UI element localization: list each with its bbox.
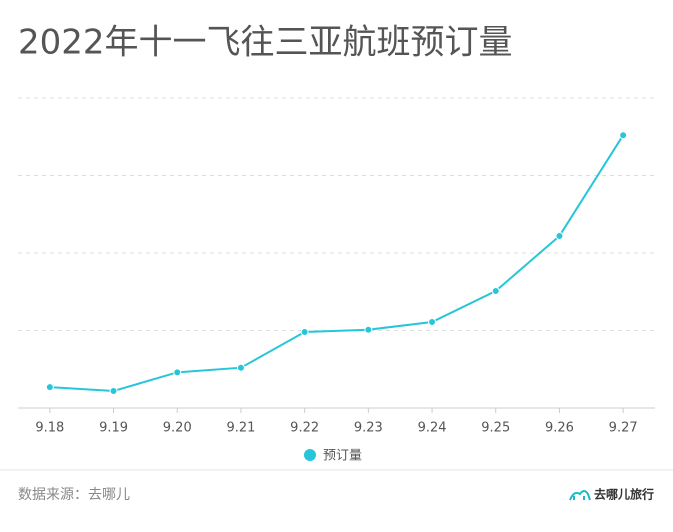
x-tick-label: 9.27	[609, 421, 638, 436]
x-tick-label: 9.18	[35, 421, 64, 436]
source: 数据来源：去哪儿	[18, 487, 130, 503]
point	[109, 386, 118, 395]
point	[300, 328, 309, 337]
line	[49, 134, 624, 392]
brand: 去哪儿旅行	[594, 487, 654, 502]
x-tick-label: 9.22	[290, 421, 319, 436]
x-tick-label: 9.21	[226, 421, 255, 436]
legend-label: 预订量	[323, 449, 362, 464]
point	[45, 383, 54, 392]
x-tick-label: 9.25	[481, 421, 510, 436]
x-tick-label: 9.24	[418, 421, 447, 436]
point	[491, 286, 500, 295]
point	[173, 368, 182, 377]
x-tick-label: 9.19	[99, 421, 128, 436]
point	[619, 131, 628, 140]
x-tick-label: 9.23	[354, 421, 383, 436]
x-tick-label: 9.26	[545, 421, 574, 436]
legend-marker	[304, 449, 316, 461]
chart-title: 2022年十一飞往三亚航班预订量	[18, 23, 513, 63]
brand-logo	[569, 490, 591, 501]
x-tick-label: 9.20	[163, 421, 192, 436]
point	[236, 363, 245, 372]
point	[364, 325, 373, 334]
point	[555, 231, 564, 240]
point	[428, 317, 437, 326]
